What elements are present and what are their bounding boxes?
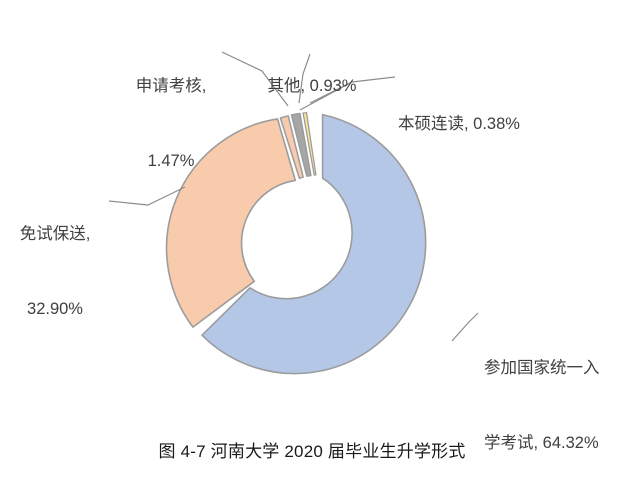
slice-label-qita: 其他, 0.93% [248, 24, 376, 124]
slice-label-tongkao-line1: 参加国家统一入 [484, 359, 600, 377]
pie-slice-tongkao [201, 113, 427, 375]
slice-label-shenqing-line1: 申请考核, [135, 77, 207, 95]
leader-line-tongkao [451, 312, 479, 342]
leader-line-benshuo-inner [299, 81, 353, 111]
pie-slice-benshuo [302, 111, 317, 176]
slice-label-qita-line1: 其他, 0.93% [267, 77, 357, 95]
pie-slice-shenqing [279, 115, 304, 180]
figure-caption: 图 4-7 河南大学 2020 届毕业生升学形式 [158, 442, 466, 461]
slice-label-benshuo-line1: 本硕连读, 0.38% [398, 115, 520, 133]
slice-label-mianshi: 免试保送, 32.90% [2, 172, 108, 347]
slice-label-mianshi-line1: 免试保送, [19, 225, 91, 243]
leader-line-mianshi [108, 186, 186, 206]
slice-label-shenqing-line2: 1.47% [147, 152, 195, 170]
slice-label-tongkao-line2: 学考试, 64.32% [484, 434, 599, 452]
leader-line-qita [298, 53, 311, 104]
slice-label-tongkao: 参加国家统一入 学考试, 64.32% [484, 306, 624, 481]
slice-label-benshuo: 本硕连读, 0.38% [398, 62, 618, 162]
slice-label-mianshi-line2: 32.90% [27, 300, 83, 318]
leader-line-shenqing [221, 51, 289, 107]
slice-label-shenqing: 申请考核, 1.47% [102, 24, 240, 199]
pie-slice-mianshi [165, 118, 297, 328]
pie-slice-qita [290, 112, 312, 177]
